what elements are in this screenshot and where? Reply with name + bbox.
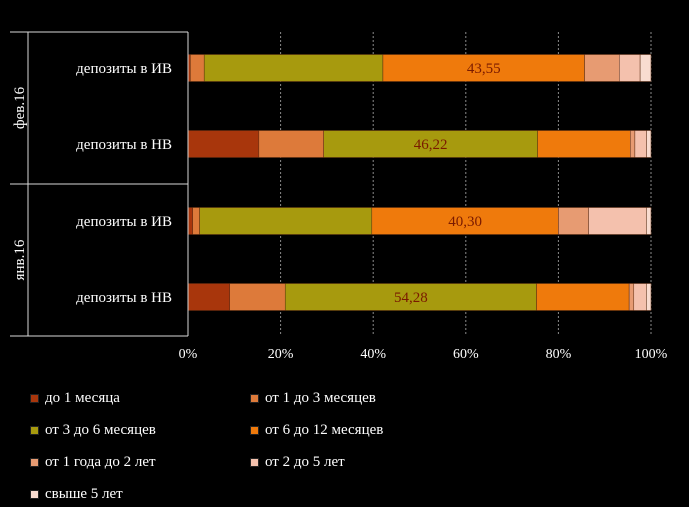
bar-segment bbox=[199, 207, 373, 235]
bar-segment bbox=[192, 207, 200, 235]
legend-label: до 1 месяца bbox=[45, 389, 120, 406]
category-label: депозиты в ИВ bbox=[76, 214, 172, 230]
legend-item: от 1 до 3 месяцев bbox=[250, 385, 470, 411]
legend-label: от 1 до 3 месяцев bbox=[265, 389, 376, 406]
bar-segment bbox=[229, 283, 286, 311]
legend-label: от 6 до 12 месяцев bbox=[265, 421, 384, 438]
legend-item: от 6 до 12 месяцев bbox=[250, 417, 470, 443]
data-label: 46,22 bbox=[414, 137, 448, 153]
bar-segment bbox=[187, 130, 260, 158]
x-tick-label: 60% bbox=[453, 347, 479, 362]
legend-swatch bbox=[250, 393, 259, 403]
x-tick-label: 40% bbox=[360, 347, 386, 362]
bar-segment bbox=[619, 54, 641, 82]
bar-segment bbox=[187, 283, 230, 311]
legend-item: от 3 до 6 месяцев bbox=[30, 417, 250, 443]
data-label: 40,30 bbox=[448, 214, 482, 230]
legend-swatch bbox=[250, 457, 259, 467]
legend-swatch bbox=[250, 425, 259, 435]
legend-swatch bbox=[30, 457, 39, 467]
bar-segment bbox=[371, 207, 559, 235]
legend-label: от 1 года до 2 лет bbox=[45, 453, 156, 470]
bar-segment bbox=[628, 283, 635, 311]
bar-segment bbox=[323, 130, 538, 158]
bar-segment bbox=[258, 130, 324, 158]
data-label: 43,55 bbox=[467, 61, 501, 77]
legend-swatch bbox=[30, 489, 39, 499]
bar-segment bbox=[284, 283, 537, 311]
legend-label: свыше 5 лет bbox=[45, 485, 123, 502]
legend-item: от 1 года до 2 лет bbox=[30, 449, 250, 475]
legend-swatch bbox=[30, 393, 39, 403]
legend-label: от 3 до 6 месяцев bbox=[45, 421, 156, 438]
x-tick-label: 80% bbox=[546, 347, 572, 362]
legend-item: свыше 5 лет bbox=[30, 481, 250, 507]
category-label: депозиты в НВ bbox=[76, 137, 172, 153]
x-axis-ticks: 0% 20% 40% 60% 80% 100% bbox=[179, 347, 668, 362]
bar-segment bbox=[646, 207, 652, 235]
bar-segment bbox=[537, 130, 631, 158]
bar-segment bbox=[584, 54, 620, 82]
legend-swatch bbox=[30, 425, 39, 435]
bar-segment bbox=[203, 54, 384, 82]
bar-segment bbox=[558, 207, 589, 235]
bars: 43,55 46,22 40,30 54,28 bbox=[187, 54, 652, 311]
legend-item: до 1 месяца bbox=[30, 385, 250, 411]
bar-segment bbox=[187, 207, 193, 235]
x-tick-label: 20% bbox=[268, 347, 294, 362]
legend-label: от 2 до 5 лет bbox=[265, 453, 345, 470]
legend-item: от 2 до 5 лет bbox=[250, 449, 470, 475]
bar-segment bbox=[634, 130, 647, 158]
category-labels: фев.16 депозиты в ИВ депозиты в НВ янв.16 де… bbox=[10, 31, 189, 337]
bar-segment bbox=[633, 283, 647, 311]
stacked-bar-chart: 43,55 46,22 40,30 54,28 фев.16 депозиты в ИВ… bbox=[10, 31, 668, 362]
bar-segment bbox=[646, 130, 652, 158]
group-label: янв.16 bbox=[12, 239, 28, 280]
bar-segment bbox=[536, 283, 630, 311]
category-label: депозиты в НВ bbox=[76, 290, 172, 306]
bar-segment bbox=[382, 54, 585, 82]
bar-segment bbox=[588, 207, 647, 235]
x-tick-label: 0% bbox=[179, 347, 198, 362]
data-label: 54,28 bbox=[394, 290, 428, 306]
x-tick-label: 100% bbox=[635, 347, 668, 362]
bar-segment bbox=[639, 54, 652, 82]
group-label: фев.16 bbox=[12, 86, 28, 129]
legend: до 1 месяца от 1 до 3 месяцев от 3 до 6 ме… bbox=[30, 385, 680, 507]
category-label: депозиты в ИВ bbox=[76, 61, 172, 77]
bar-segment bbox=[646, 283, 652, 311]
bar-segment bbox=[630, 130, 636, 158]
bar-segment bbox=[190, 54, 205, 82]
